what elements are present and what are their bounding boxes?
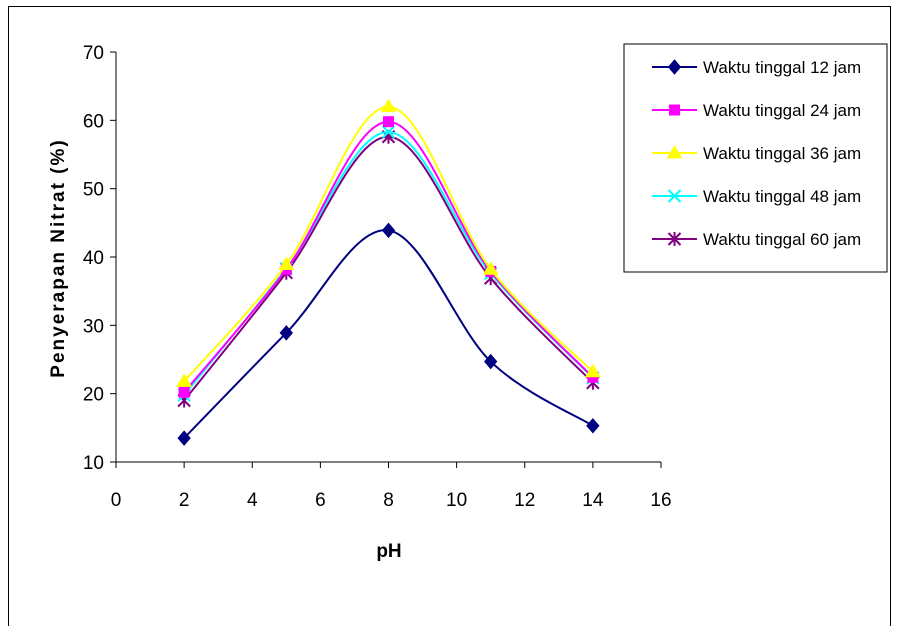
series-5 <box>177 129 600 408</box>
series-layer <box>176 98 601 446</box>
data-point <box>176 373 192 387</box>
legend: Waktu tinggal 12 jam Waktu tinggal 24 jam… <box>623 43 888 273</box>
x-tick-label: 16 <box>650 490 671 511</box>
x-tick-label: 6 <box>315 490 326 511</box>
data-point <box>585 363 601 378</box>
data-point <box>586 418 600 434</box>
legend-label: Waktu tinggal 48 jam <box>703 187 861 206</box>
data-point <box>380 98 397 113</box>
legend-entry: Waktu tinggal 24 jam <box>652 101 861 120</box>
data-point <box>381 222 396 239</box>
series-line <box>183 105 594 383</box>
series-line <box>183 130 594 396</box>
legend-marker <box>667 59 682 75</box>
y-axis-title: Penyerapan Nitrat (%) <box>48 138 69 377</box>
legend-entry: Waktu tinggal 12 jam <box>652 58 861 77</box>
legend-label: Waktu tinggal 60 jam <box>703 230 861 249</box>
legend-marker <box>667 189 682 203</box>
legend-label: Waktu tinggal 24 jam <box>703 101 861 120</box>
y-tick-label: 30 <box>83 316 104 337</box>
data-point <box>381 125 396 139</box>
data-point <box>279 325 293 341</box>
series-2 <box>178 116 599 398</box>
series-3 <box>176 98 601 387</box>
legend-entry: Waktu tinggal 36 jam <box>652 144 861 163</box>
y-tick-label: 10 <box>83 453 104 474</box>
x-tick-label: 8 <box>383 490 394 511</box>
legend-label: Waktu tinggal 36 jam <box>703 144 861 163</box>
series-line <box>183 120 594 393</box>
y-tick-label: 60 <box>83 111 104 132</box>
series-1 <box>177 222 600 446</box>
y-tick-label: 20 <box>83 385 104 406</box>
legend-marker <box>666 145 683 159</box>
x-tick-label: 0 <box>111 490 122 511</box>
legend-marker <box>667 232 682 246</box>
x-axis-title: pH <box>376 541 401 562</box>
series-4 <box>177 125 600 402</box>
data-point <box>178 386 190 398</box>
chart-frame <box>8 6 891 626</box>
x-tick-label: 10 <box>446 490 467 511</box>
data-point <box>383 116 394 128</box>
data-point <box>482 261 499 275</box>
series-line <box>183 229 594 439</box>
data-point <box>484 353 498 370</box>
y-tick-label: 40 <box>83 248 104 269</box>
data-point <box>177 430 191 446</box>
y-tick-label: 50 <box>83 180 104 201</box>
y-tick-label: 70 <box>83 43 104 64</box>
data-point <box>278 256 295 271</box>
legend-entry: Waktu tinggal 48 jam <box>652 187 861 206</box>
legend-label: Waktu tinggal 12 jam <box>703 58 861 77</box>
legend-marker <box>669 104 680 116</box>
legend-entry: Waktu tinggal 60 jam <box>652 230 861 249</box>
x-tick-label: 12 <box>514 490 535 511</box>
x-tick-label: 4 <box>247 490 258 511</box>
x-tick-label: 2 <box>179 490 190 511</box>
axes: 10 20 30 40 50 60 70 0 2 4 6 8 10 12 14 16 <box>83 43 672 511</box>
series-line <box>183 135 594 402</box>
x-tick-label: 14 <box>582 490 604 511</box>
